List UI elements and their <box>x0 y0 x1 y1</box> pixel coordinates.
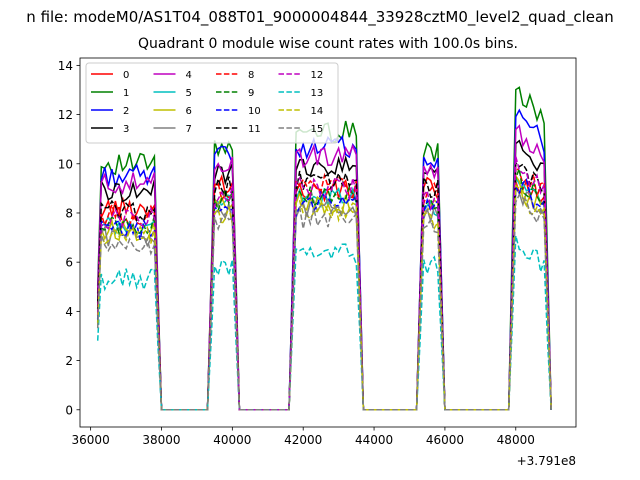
figure-suptitle: n file: modeM0/AS1T04_088T01_9000004844_… <box>26 8 614 26</box>
series-line-13 <box>96 235 552 411</box>
legend-label-11: 11 <box>248 124 261 135</box>
y-tick-label: 6 <box>65 256 73 270</box>
x-tick-label: 48000 <box>497 433 535 447</box>
x-tick-label: 46000 <box>426 433 464 447</box>
plot-area <box>96 86 552 411</box>
legend-frame <box>85 62 339 144</box>
y-tick-label: 12 <box>58 108 73 122</box>
y-tick-label: 10 <box>58 157 73 171</box>
legend-label-8: 8 <box>248 70 254 81</box>
legend-label-0: 0 <box>123 70 129 81</box>
legend-label-6: 6 <box>186 106 192 117</box>
legend-label-4: 4 <box>186 70 192 81</box>
legend-label-13: 13 <box>311 88 324 99</box>
legend-label-10: 10 <box>248 106 261 117</box>
legend-label-12: 12 <box>311 70 324 81</box>
series-line-8 <box>96 164 552 411</box>
series-line-15 <box>96 193 552 411</box>
y-tick-label: 4 <box>65 305 73 319</box>
x-tick-label: 38000 <box>142 433 180 447</box>
x-tick-label: 44000 <box>355 433 393 447</box>
y-tick-label: 2 <box>65 354 73 368</box>
chart-title: Quadrant 0 module wise count rates with … <box>138 36 518 52</box>
legend-label-1: 1 <box>123 88 129 99</box>
legend-label-2: 2 <box>123 106 129 117</box>
y-tick-label: 0 <box>65 403 73 417</box>
x-tick-label: 36000 <box>72 433 110 447</box>
y-tick-label: 8 <box>65 206 73 220</box>
legend-label-15: 15 <box>311 124 324 135</box>
series-line-12 <box>96 156 552 411</box>
axes-frame <box>79 57 577 428</box>
x-tick-label: 42000 <box>284 433 322 447</box>
legend-label-9: 9 <box>248 88 254 99</box>
legend-label-3: 3 <box>123 124 129 135</box>
legend-label-14: 14 <box>311 106 324 117</box>
series-line-6 <box>96 173 552 411</box>
x-tick-label: 40000 <box>213 433 251 447</box>
series-line-7 <box>96 186 552 411</box>
x-offset-label: +3.791e8 <box>517 454 576 468</box>
series-line-14 <box>96 184 552 411</box>
legend-label-5: 5 <box>186 88 192 99</box>
legend-label-7: 7 <box>186 124 192 135</box>
axes: 36000 38000 40000 42000 44000 46000 48000 0 2 4 6 8… <box>58 57 577 468</box>
series-line-3 <box>96 139 552 411</box>
series-line-2 <box>96 108 552 411</box>
y-tick-label: 14 <box>58 59 73 73</box>
